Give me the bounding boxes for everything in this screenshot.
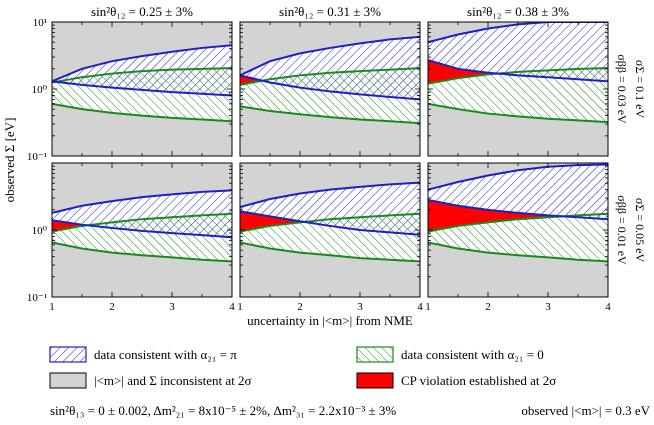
blue-lower-curve [428,59,608,83]
row2-sigma-sum-label: σΣ = 0.05 eV [633,198,647,263]
y-tick-label-row2-bot: 10⁻¹ [27,292,47,304]
x-tick-label-b3: 3 [357,301,363,313]
legend-red-label: CP violation established at 2σ [401,373,556,388]
y-tick-label-row1-mid: 10⁰ [32,84,48,96]
blue-upper-curve [52,44,232,83]
panel-ticks [51,162,233,298]
x-axis-label: uncertainty in |<m>| from NME [247,313,413,328]
blue-lower-curve [240,74,420,101]
green-band-hatch [240,68,420,124]
x-tick-label-c1: 1 [425,301,431,313]
column-title-2: sin²θ₁₂ = 0.31 ± 3% [279,4,381,19]
green-upper-curve [52,212,232,233]
row1-sigma-bb-label: σββ = 0.03 eV [615,54,629,124]
green-band-hatch [52,68,232,122]
cp-violation-region [240,211,305,232]
column-title-1: sin²θ₁₂ = 0.25 ± 3% [91,4,193,19]
green-band-hatch [240,213,420,262]
x-tick-label-c4: 4 [605,301,611,313]
green-lower-curve [428,102,608,124]
legend-grey-swatch [49,372,87,389]
panel-2-3 [428,163,608,297]
x-tick-label-a4: 4 [229,301,235,313]
panels-group [51,21,609,298]
panel-1-2 [240,22,420,156]
legend-blue-label: data consistent with α₂₁ = π [94,347,237,362]
x-tick-label-a1: 1 [49,301,55,313]
x-tick-label-b4: 4 [417,301,423,313]
cp-violation-region [428,200,563,232]
panel-ticks [51,21,233,157]
blue-lower-curve [52,219,232,239]
row2-sigma-bb-label: σββ = 0.01 eV [615,195,629,265]
green-lower-curve [52,102,232,123]
footer-params: sin²θ₁₃ = 0 ± 0.002, Δm²₂₁ = 8x10⁻⁵ ± 2%… [50,403,396,418]
blue-lower-curve [52,80,232,97]
green-lower-curve [428,241,608,263]
green-upper-curve [428,67,608,85]
y-tick-label-row1-top: 10¹ [33,17,47,29]
legend-blue-swatch [49,346,87,363]
panel-ticks [427,21,609,157]
green-band-hatch [428,68,608,123]
blue-lower-curve [428,199,608,221]
blue-band-hatch [428,164,608,220]
y-tick-label-row1-bot: 10⁻¹ [27,151,47,163]
green-lower-curve [240,241,420,263]
x-tick-label-a3: 3 [169,301,175,313]
blue-lower-curve [240,210,420,236]
legend-grey-label: |<m>| and Σ inconsistent at 2σ [94,373,252,388]
y-tick-label-row2-mid: 10⁰ [32,225,48,237]
panel-2-1 [52,163,232,297]
footer-observed: observed |<m>| = 0.3 eV [521,403,650,418]
legend-red-swatch [356,372,394,389]
x-tick-label-b2: 2 [297,301,303,313]
x-tick-label-a2: 2 [109,301,115,313]
blue-upper-curve [240,35,420,77]
green-upper-curve [52,67,232,84]
y-axis-label: observed Σ [eV] [2,118,17,203]
blue-band-hatch [428,22,608,82]
green-band-hatch [428,213,608,262]
panel-ticks [239,162,421,298]
panel-1-3 [428,22,608,156]
panel-ticks [239,21,421,157]
cp-violation-region [240,75,263,85]
panel-2-2 [240,163,420,297]
blue-upper-curve [240,181,420,209]
green-lower-curve [52,241,232,263]
column-title-3: sin²θ₁₂ = 0.38 ± 3% [467,4,569,19]
legend-green-label: data consistent with α₂₁ = 0 [401,347,544,362]
green-lower-curve [240,105,420,125]
panel-ticks [427,162,609,298]
green-upper-curve [240,67,420,86]
x-tick-label-b1: 1 [237,301,243,313]
green-upper-curve [428,212,608,233]
x-tick-label-c3: 3 [545,301,551,313]
blue-upper-curve [52,189,232,214]
cp-violation-region [52,220,88,232]
legend: data consistent with α₂₁ = π data consis… [49,346,556,389]
panel-1-1 [52,22,232,156]
legend-green-swatch [356,346,394,363]
green-upper-curve [240,212,420,233]
row1-sigma-sum-label: σΣ = 0.1 eV [633,60,647,119]
x-tick-label-c2: 2 [485,301,491,313]
